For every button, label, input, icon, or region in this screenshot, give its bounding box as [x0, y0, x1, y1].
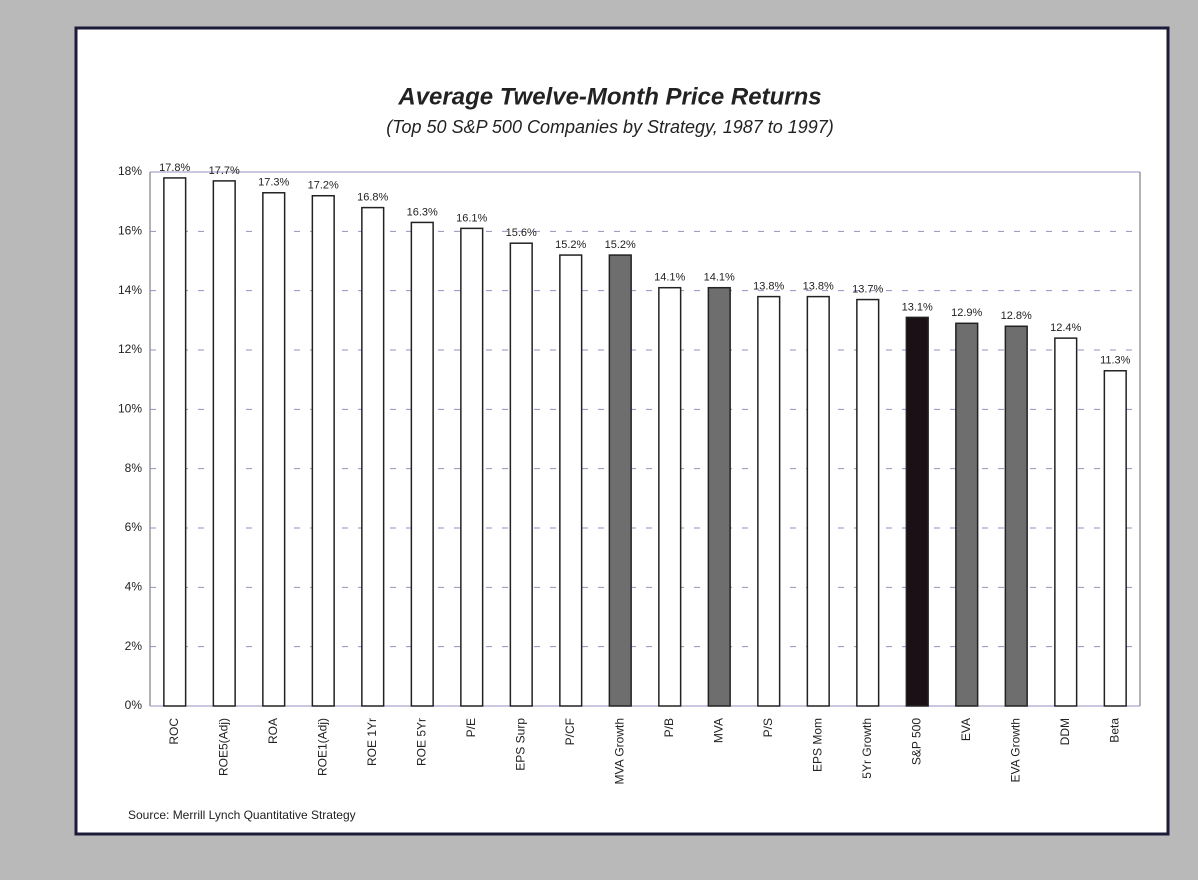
value-label: 16.8% [357, 192, 388, 204]
x-tick-label: ROE 1Yr [365, 718, 379, 766]
value-label: 15.2% [605, 239, 636, 251]
value-label: 13.7% [852, 283, 883, 295]
bar [311, 194, 335, 707]
bar [262, 192, 286, 707]
value-label: 14.1% [704, 272, 735, 284]
bar [1103, 370, 1127, 707]
x-tick-label: ROE5(Adj) [216, 718, 230, 776]
y-tick-label: 10% [118, 402, 142, 416]
source-note: Source: Merrill Lynch Quantitative Strat… [128, 808, 356, 822]
chart-subtitle: (Top 50 S&P 500 Companies by Strategy, 1… [386, 117, 834, 137]
x-tick-label: P/CF [563, 718, 577, 745]
y-tick-label: 2% [125, 639, 143, 653]
x-tick-label: ROE 5Yr [414, 718, 428, 766]
x-tick-label: S&P 500 [909, 718, 923, 765]
x-tick-label: EPS Surp [513, 718, 527, 771]
x-tick-label: ROC [167, 718, 181, 745]
value-label: 16.1% [456, 212, 487, 224]
y-tick-label: 18% [118, 164, 142, 178]
value-label: 17.3% [258, 177, 289, 189]
x-tick-label: ROA [266, 718, 280, 744]
bar [608, 254, 632, 707]
value-label: 15.6% [506, 227, 537, 239]
value-label: 12.4% [1050, 322, 1081, 334]
bar [806, 295, 830, 707]
x-tick-label: MVA Growth [612, 718, 626, 784]
bar [757, 295, 781, 707]
x-tick-label: P/B [662, 718, 676, 737]
x-tick-label: P/E [464, 718, 478, 737]
bar [361, 206, 385, 707]
bar [559, 254, 583, 707]
bar [460, 227, 484, 707]
y-tick-label: 12% [118, 342, 142, 356]
bar [856, 298, 880, 707]
x-tick-label: 5Yr Growth [860, 718, 874, 779]
bar [1004, 325, 1028, 707]
value-label: 16.3% [407, 206, 438, 218]
y-tick-label: 6% [125, 520, 143, 534]
value-label: 17.2% [308, 180, 339, 192]
value-label: 13.8% [753, 281, 784, 293]
bar [707, 286, 731, 707]
bar [955, 322, 979, 707]
y-tick-label: 4% [125, 580, 143, 594]
value-label: 15.2% [555, 239, 586, 251]
chart-title: Average Twelve-Month Price Returns [397, 83, 821, 110]
x-tick-label: EVA [959, 718, 973, 741]
value-label: 17.7% [209, 165, 240, 177]
bar [410, 221, 434, 707]
bar [658, 286, 682, 707]
value-label: 12.9% [951, 307, 982, 319]
value-label: 12.8% [1001, 310, 1032, 322]
bar [1054, 337, 1078, 707]
x-tick-label: EVA Growth [1008, 718, 1022, 782]
y-tick-label: 14% [118, 283, 142, 297]
x-tick-label: EPS Mom [810, 718, 824, 772]
x-tick-label: MVA [711, 718, 725, 743]
x-tick-label: P/S [761, 718, 775, 737]
y-tick-label: 16% [118, 224, 142, 238]
bar [212, 180, 236, 707]
bar [905, 316, 929, 707]
value-label: 13.8% [803, 281, 834, 293]
value-label: 17.8% [159, 162, 190, 174]
x-tick-label: ROE1(Adj) [315, 718, 329, 776]
y-tick-label: 8% [125, 461, 143, 475]
bar [163, 177, 187, 707]
bar [509, 242, 533, 707]
y-tick-label: 0% [125, 698, 143, 712]
value-label: 11.3% [1100, 355, 1131, 367]
x-tick-label: Beta [1107, 718, 1121, 743]
x-tick-label: DDM [1058, 718, 1072, 745]
value-label: 14.1% [654, 272, 685, 284]
value-label: 13.1% [902, 301, 933, 313]
